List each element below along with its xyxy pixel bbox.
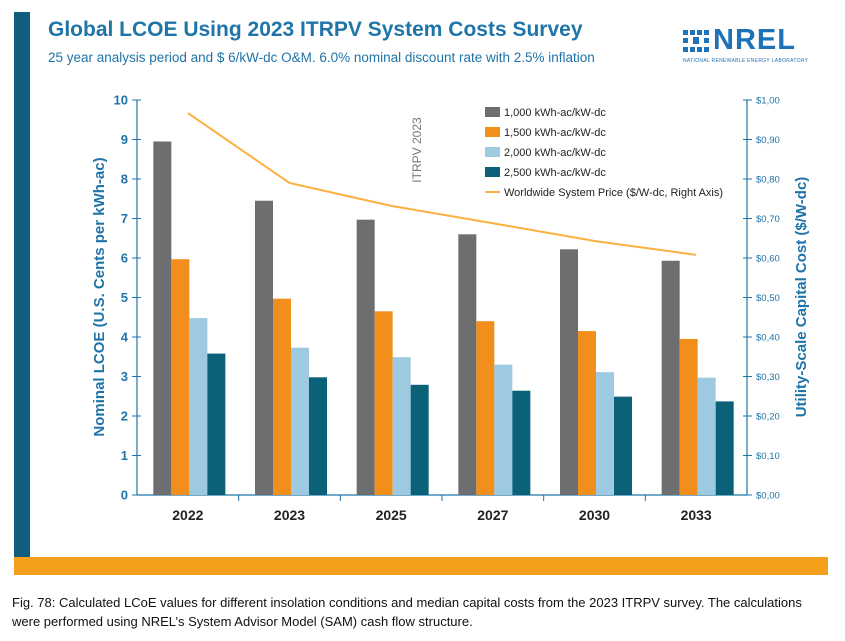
logo-wordmark: NREL: [713, 24, 796, 56]
y2-axis-label: Utility-Scale Capital Cost ($/W-dc): [793, 177, 810, 418]
legend-label-1: 1,500 kWh-ac/kW-dc: [504, 127, 606, 139]
bar-2022-0: [153, 141, 172, 495]
y2-tick-label: $0,00: [756, 491, 780, 502]
y2-tick-label: $0,20: [756, 412, 780, 423]
bar-2027-3: [512, 390, 531, 495]
x-tick-label: 2033: [681, 507, 712, 523]
bar-2023-2: [291, 347, 309, 495]
nrel-logo: NREL NATIONAL RENEWABLE ENERGY LABORATOR…: [683, 24, 813, 68]
legend-label-2: 2,000 kWh-ac/kW-dc: [504, 147, 606, 159]
bar-2023-1: [273, 298, 291, 495]
bar-2033-2: [697, 377, 716, 495]
legend-label-3: 2,500 kWh-ac/kW-dc: [504, 167, 606, 179]
nrel-logo-icon: [683, 30, 709, 52]
y-tick-label: 6: [121, 251, 128, 266]
y2-tick-label: $0,40: [756, 333, 780, 344]
y2-tick-label: $0,50: [756, 293, 780, 304]
legend-label-0: 1,000 kWh-ac/kW-dc: [504, 107, 606, 119]
x-tick-label: 2023: [274, 507, 305, 523]
bar-2025-0: [356, 219, 375, 495]
x-tick-label: 2027: [477, 507, 508, 523]
y2-tick-label: $0,60: [756, 254, 780, 265]
legend-swatch-2: [485, 147, 500, 157]
bar-2025-3: [410, 384, 429, 495]
bar-2025-2: [392, 357, 411, 495]
page-subtitle: 25 year analysis period and $ 6/kW-dc O&…: [48, 50, 595, 65]
y-tick-label: 5: [121, 290, 128, 305]
y-tick-label: 3: [121, 369, 128, 384]
bar-2023-0: [255, 200, 273, 495]
y-tick-label: 4: [121, 330, 129, 345]
logo-tagline: NATIONAL RENEWABLE ENERGY LABORATORY: [683, 58, 809, 64]
y-tick-label: 8: [121, 172, 128, 187]
accent-bar: [14, 12, 30, 575]
y-tick-label: 7: [121, 211, 128, 226]
y2-tick-label: $0,80: [756, 175, 780, 186]
bar-2033-3: [715, 401, 734, 495]
bar-2022-3: [207, 353, 226, 495]
system-price-line: [187, 112, 697, 256]
itrpv-annotation: ITRPV 2023: [410, 117, 424, 183]
legend-label-4: Worldwide System Price ($/W-dc, Right Ax…: [504, 187, 723, 199]
legend-swatch-0: [485, 107, 500, 117]
y-axis-label: Nominal LCOE (U.S. Cents per kWh-ac): [91, 157, 108, 436]
bar-2022-1: [171, 259, 190, 495]
bar-2027-1: [476, 321, 495, 495]
bottom-bar: [14, 557, 828, 575]
y2-tick-label: $0,90: [756, 135, 780, 146]
lcoe-chart: Nominal LCOE (U.S. Cents per kWh-ac) Uti…: [91, 93, 810, 524]
legend-swatch-3: [485, 167, 500, 177]
y-tick-label: 0: [121, 488, 128, 503]
bar-2025-1: [374, 311, 393, 495]
figure-caption: Fig. 78: Calculated LCoE values for diff…: [12, 595, 802, 629]
bar-2030-0: [560, 249, 578, 495]
bar-2023-3: [309, 377, 327, 495]
bar-2022-2: [189, 318, 208, 495]
bar-2027-0: [458, 234, 477, 496]
y2-tick-label: $0,70: [756, 214, 780, 225]
y-tick-label: 10: [114, 93, 128, 108]
y-tick-label: 1: [121, 448, 128, 463]
bar-2033-1: [679, 338, 698, 495]
bar-2030-3: [614, 396, 632, 495]
y2-tick-label: $0,30: [756, 372, 780, 383]
y-tick-label: 2: [121, 409, 128, 424]
x-tick-label: 2030: [579, 507, 610, 523]
bar-2033-0: [661, 260, 680, 495]
x-tick-label: 2022: [172, 507, 203, 523]
bar-2030-2: [596, 372, 614, 495]
bar-2030-1: [578, 331, 596, 495]
x-tick-label: 2025: [376, 507, 407, 523]
y2-tick-label: $1,00: [756, 96, 780, 107]
legend-swatch-1: [485, 127, 500, 137]
bar-2027-2: [494, 364, 513, 495]
y2-tick-label: $0,10: [756, 451, 780, 462]
y-tick-label: 9: [121, 132, 128, 147]
page-title: Global LCOE Using 2023 ITRPV System Cost…: [48, 18, 583, 41]
